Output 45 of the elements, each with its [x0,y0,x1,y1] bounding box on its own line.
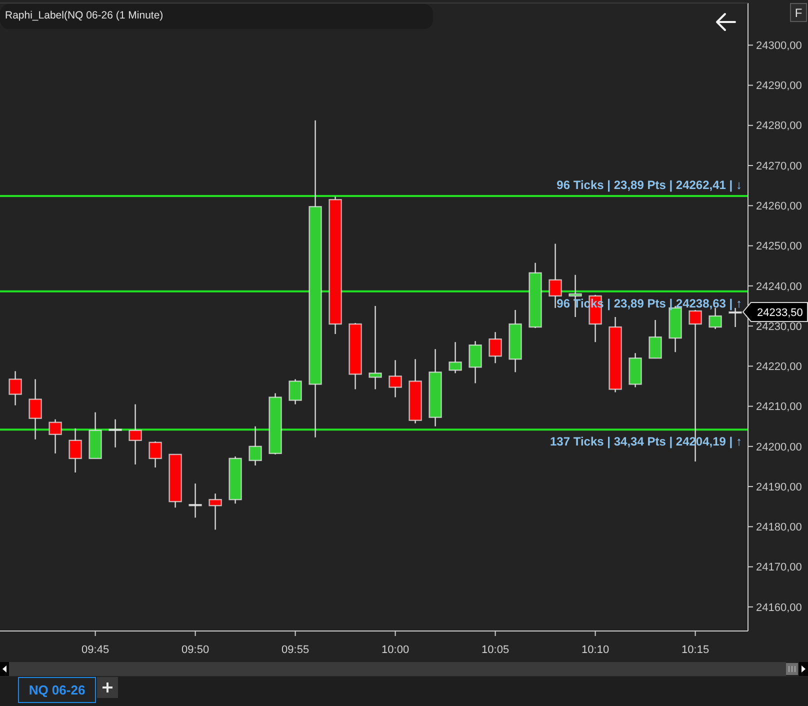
candlestick [68,428,82,474]
y-tick-label: 24210,00 [756,401,802,414]
y-tick-label: 24290,00 [756,80,802,92]
candlestick [648,319,662,359]
candlestick [448,341,462,374]
x-tick-label: 09:55 [282,644,310,656]
y-tick-label: 24160,00 [756,602,802,614]
x-tick-label: 10:05 [482,644,510,656]
y-tick-label: 24240,00 [756,280,802,293]
y-tick-label: 24220,00 [756,361,802,374]
x-tick-label: 09:45 [82,644,110,656]
text: Raphi_Label(NQ 06-26 (1 Minute) [5,10,164,22]
candlestick [288,378,302,405]
x-tick-label: 10:00 [382,644,410,656]
text: 24233,50 [757,306,803,319]
x-tick-label: 10:10 [582,644,610,656]
candlestick [188,482,202,518]
candlestick [208,492,222,530]
text: F [794,6,802,20]
y-tick-label: 24250,00 [756,240,802,253]
candlestick [8,370,22,406]
y-tick-label: 24180,00 [756,522,802,534]
candlestick [48,418,62,454]
y-tick-label: 24260,00 [756,200,802,212]
y-tick-label: 24170,00 [756,562,802,574]
x-tick-label: 09:50 [182,644,210,656]
candlestick [368,305,382,390]
ref-line-label: 96 Ticks | 23,89 Pts | 24262,41 | ↓ [556,178,742,192]
y-tick-label: 24270,00 [756,160,802,172]
y-tick-label: 24300,00 [756,40,802,52]
candlestick [28,378,42,440]
candlestick [248,426,262,466]
text: NQ 06-26 [28,682,86,698]
candlestick [388,360,402,398]
y-tick-label: 24280,00 [756,120,802,132]
y-tick-label: 24230,00 [756,320,802,333]
candlestick [488,331,502,364]
candlestick [148,440,162,468]
candlestick [728,307,742,328]
candlestick [108,418,122,448]
y-tick-label: 24190,00 [756,481,802,494]
candlestick [468,340,482,384]
candlestick [128,404,142,466]
x-tick-label: 10:15 [682,644,710,656]
y-tick-label: 24200,00 [756,441,802,454]
